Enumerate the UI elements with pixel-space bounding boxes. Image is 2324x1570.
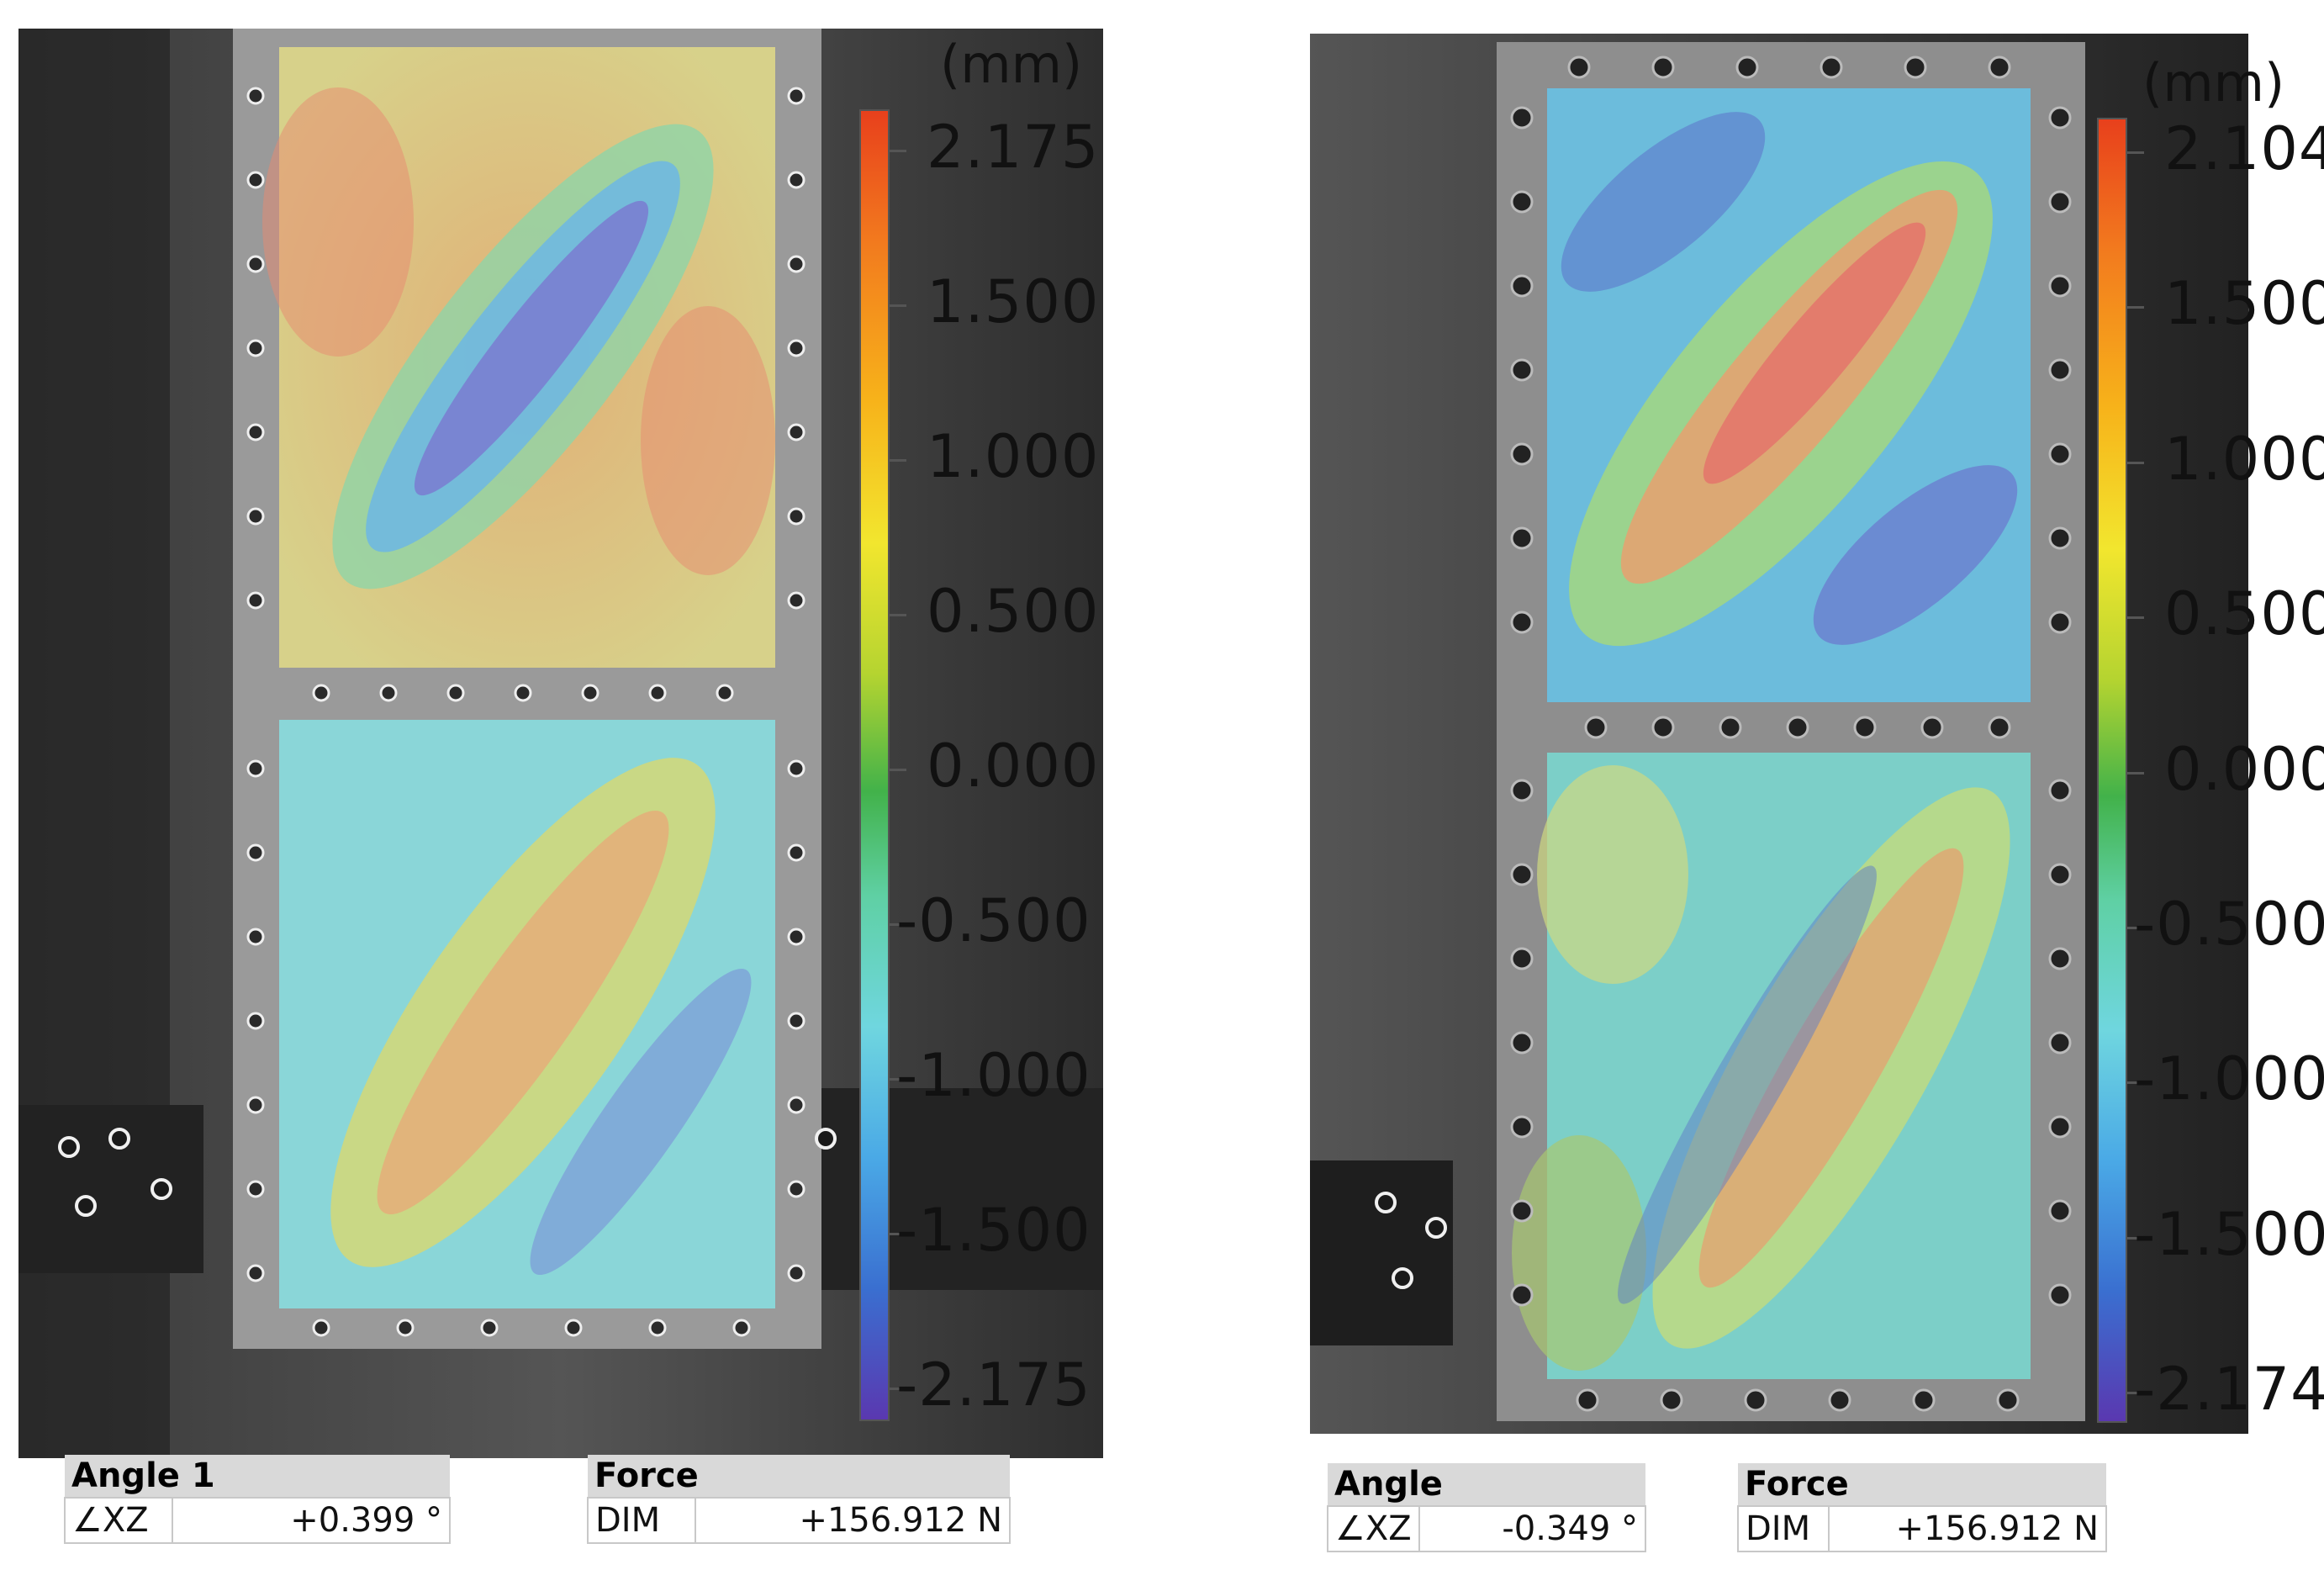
left-dic-image bbox=[18, 29, 1103, 1458]
force-table-title: Force bbox=[1738, 1463, 2106, 1506]
colorbar-tick bbox=[2126, 1081, 2144, 1085]
right-force-table: Force DIM +156.912 N bbox=[1737, 1463, 2107, 1552]
colorbar-tick bbox=[888, 614, 906, 616]
colorbar-tick bbox=[2126, 616, 2144, 620]
colorbar-tick bbox=[888, 1388, 906, 1390]
force-key: DIM bbox=[587, 1497, 696, 1544]
colorbar-tick bbox=[2126, 1236, 2144, 1240]
force-value: +156.912 N bbox=[695, 1497, 1011, 1544]
colorbar-tick-label: 2.175 bbox=[927, 113, 1100, 182]
left-angle-table: Angle 1 ∠XZ +0.399 ° bbox=[64, 1455, 451, 1544]
angle-key: ∠XZ bbox=[1327, 1505, 1420, 1552]
right-colorbar-unit: (mm) bbox=[2142, 52, 2285, 114]
force-table-title: Force bbox=[588, 1455, 1010, 1498]
colorbar-tick-label: 0.500 bbox=[2164, 579, 2324, 649]
angle-key: ∠XZ bbox=[64, 1497, 173, 1544]
colorbar-tick-label: -2.174 bbox=[2134, 1355, 2324, 1424]
colorbar-tick bbox=[888, 1233, 906, 1235]
colorbar-tick-label: -2.175 bbox=[896, 1351, 1091, 1419]
colorbar-tick bbox=[2126, 151, 2144, 154]
left-force-table: Force DIM +156.912 N bbox=[587, 1455, 1011, 1544]
colorbar-tick-label: 0.000 bbox=[927, 732, 1100, 801]
colorbar-tick bbox=[888, 923, 906, 926]
colorbar-tick bbox=[888, 769, 906, 771]
angle-table-title: Angle 1 bbox=[65, 1455, 450, 1498]
left-colorbar-unit: (mm) bbox=[940, 34, 1083, 95]
colorbar-tick bbox=[2126, 926, 2144, 929]
colorbar-tick-label: -1.000 bbox=[2134, 1044, 2324, 1114]
angle-value: -0.349 ° bbox=[1418, 1505, 1647, 1552]
colorbar-tick bbox=[888, 304, 906, 307]
angle-value: +0.399 ° bbox=[172, 1497, 451, 1544]
right-angle-table: Angle ∠XZ -0.349 ° bbox=[1327, 1463, 1647, 1552]
angle-table-title: Angle bbox=[1328, 1463, 1645, 1506]
colorbar-tick bbox=[2126, 771, 2144, 774]
colorbar-tick-label: 1.000 bbox=[927, 422, 1100, 491]
force-value: +156.912 N bbox=[1828, 1505, 2107, 1552]
colorbar-tick-label: -0.500 bbox=[896, 886, 1091, 955]
colorbar-tick-label: -1.500 bbox=[896, 1196, 1091, 1265]
right-colorbar bbox=[2097, 118, 2127, 1423]
right-dic-image bbox=[1310, 34, 2248, 1434]
colorbar-tick bbox=[2126, 306, 2144, 309]
colorbar-tick bbox=[2126, 1392, 2144, 1394]
colorbar-tick-label: 1.500 bbox=[2164, 269, 2324, 339]
colorbar-tick bbox=[2126, 461, 2144, 464]
colorbar-tick-label: 1.000 bbox=[2164, 424, 2324, 494]
colorbar-tick-label: 2.104 bbox=[2164, 114, 2324, 183]
colorbar-tick-label: 0.000 bbox=[2164, 734, 2324, 804]
colorbar-tick-label: -1.000 bbox=[896, 1041, 1091, 1110]
colorbar-tick-label: 1.500 bbox=[927, 267, 1100, 336]
force-key: DIM bbox=[1737, 1505, 1830, 1552]
left-colorbar bbox=[859, 109, 890, 1421]
colorbar-tick-label: -1.500 bbox=[2134, 1199, 2324, 1269]
colorbar-tick bbox=[888, 459, 906, 462]
colorbar-tick-label: 0.500 bbox=[927, 577, 1100, 646]
colorbar-tick-label: -0.500 bbox=[2134, 889, 2324, 959]
colorbar-tick bbox=[888, 1078, 906, 1081]
colorbar-tick bbox=[888, 150, 906, 152]
